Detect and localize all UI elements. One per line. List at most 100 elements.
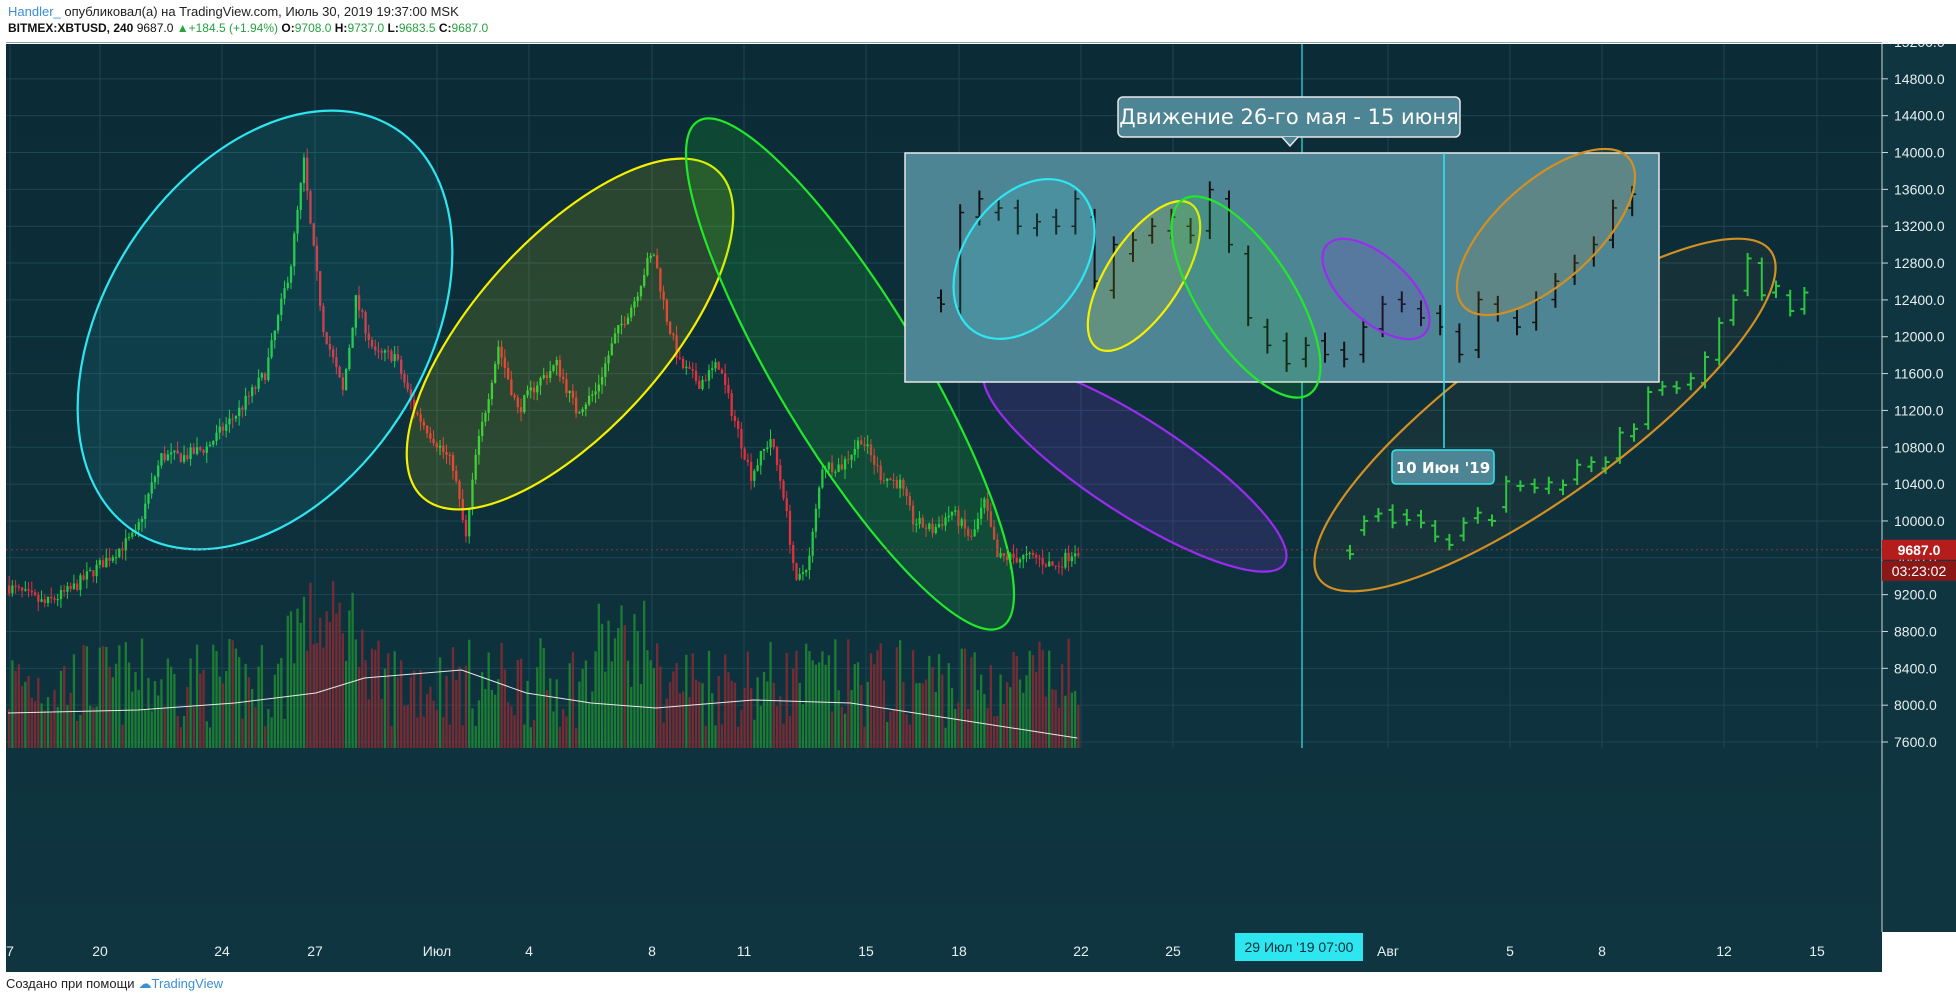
volume-bar [221, 683, 225, 748]
candle-body [1038, 557, 1041, 559]
volume-bar [937, 654, 941, 748]
volume-bar [43, 710, 46, 748]
time-tick-label: 4 [525, 943, 533, 959]
candle-body [195, 447, 199, 454]
volume-bar [1061, 664, 1064, 748]
volume-bar [892, 709, 895, 748]
volume-bar [79, 715, 82, 748]
volume-bar [931, 667, 934, 748]
volume-bar [332, 581, 335, 748]
author-link[interactable]: Handler_ [8, 4, 61, 19]
candle-body [312, 223, 315, 246]
candle-body [33, 592, 37, 595]
time-tick-label: 20 [92, 943, 108, 959]
price-tick-label: 10800.0 [1894, 439, 1945, 455]
time-tick-label: 24 [214, 943, 230, 959]
candle-body [1028, 552, 1031, 554]
candle-body [633, 301, 636, 308]
volume-bar [370, 648, 374, 748]
candle-body [299, 183, 302, 210]
volume-bar [267, 708, 270, 748]
candle-body [808, 555, 811, 571]
candle-body [500, 346, 503, 358]
candle-body [513, 395, 516, 398]
volume-bar [698, 681, 701, 748]
price-chart[interactable]: Движение 26-го мая - 15 июня 10 Июн '19 7… [0, 42, 1956, 972]
candle-body [759, 450, 762, 466]
volume-bar [704, 725, 707, 748]
volume-bar [565, 716, 568, 748]
candle-body [435, 443, 438, 448]
candle-body [581, 409, 584, 413]
candle-body [56, 599, 59, 601]
candle-body [996, 539, 999, 558]
volume-bar [270, 717, 273, 748]
candle-body [918, 517, 921, 525]
volume-bar [121, 724, 124, 748]
candle-body [425, 425, 429, 434]
candle-body [827, 462, 831, 470]
candle-body [79, 575, 82, 590]
volume-bar [254, 707, 257, 748]
future-bars [1346, 252, 1809, 560]
candle-body [668, 321, 672, 334]
volume-bar [403, 705, 406, 748]
volume-bar [46, 697, 50, 748]
volume-bar [863, 726, 866, 748]
symbol-label: BITMEX:XBTUSD, 240 [8, 21, 134, 35]
candle-body [889, 478, 892, 481]
volume-bar [685, 654, 688, 748]
candle-body [983, 498, 986, 508]
candle-body [448, 454, 451, 456]
volume-bar [487, 652, 490, 748]
volume-bar [989, 665, 993, 748]
volume-bar [1018, 679, 1022, 748]
volume-bar [766, 681, 769, 748]
volume-bar [208, 727, 212, 748]
candle-body [445, 451, 448, 455]
volume-bar [225, 671, 228, 748]
tradingview-brand: TradingView [151, 976, 224, 991]
candle-body [341, 377, 345, 391]
volume-bar [497, 679, 500, 748]
close-value: 9687.0 [451, 21, 489, 35]
candle-body [779, 465, 782, 481]
candle-body [766, 447, 769, 450]
volume-bar [241, 718, 244, 748]
low-label: L: [387, 21, 399, 35]
volume-bar [380, 698, 383, 748]
volume-bar [941, 674, 944, 748]
candle-body [545, 375, 549, 378]
volume-bar [296, 608, 299, 748]
candle-body [383, 350, 387, 353]
volume-bar [626, 660, 630, 748]
volume-bar [798, 682, 801, 748]
tradingview-logo[interactable]: ☁TradingView [138, 976, 224, 991]
candle-body [733, 416, 737, 421]
candle-body [442, 445, 445, 452]
volume-bar [792, 668, 795, 748]
candle-body [380, 351, 383, 353]
candle-body [163, 453, 166, 461]
volume-bar [678, 693, 681, 748]
volume-bar [850, 690, 853, 748]
volume-bar [604, 671, 607, 748]
candle-body [947, 515, 950, 518]
candle-body [899, 479, 902, 489]
candle-body [649, 255, 652, 259]
volume-bar [821, 651, 824, 748]
candle-body [280, 298, 283, 316]
volume-bar [95, 706, 98, 748]
candle-body [98, 560, 102, 565]
candle-body [552, 365, 555, 371]
volume-bar [575, 727, 578, 748]
volume-bar [1048, 650, 1051, 748]
candle-body [289, 266, 293, 283]
candle-body [481, 421, 484, 437]
volume-bar [503, 669, 507, 748]
candle-body [950, 511, 954, 516]
candle-body [672, 333, 675, 336]
candle-body [403, 374, 406, 383]
volume-bar [753, 719, 756, 748]
candle-body [40, 599, 43, 602]
